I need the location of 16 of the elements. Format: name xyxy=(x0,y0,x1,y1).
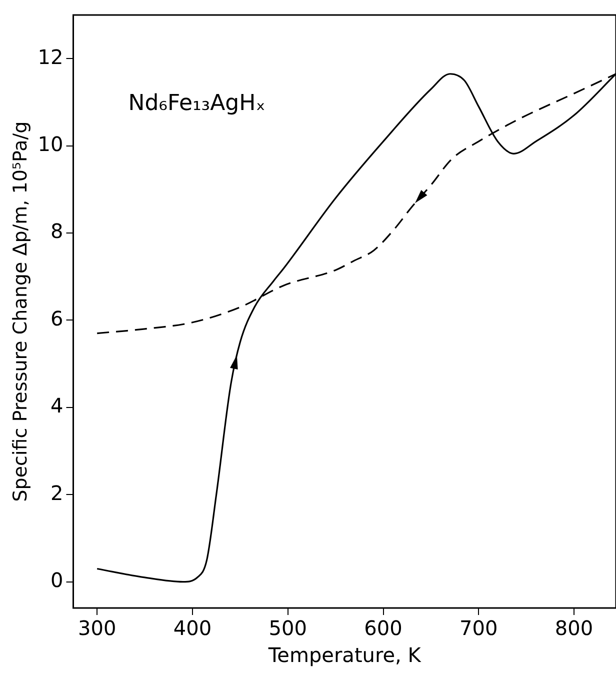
x-axis-title: Temperature, K xyxy=(267,643,422,668)
x-tick-label: 700 xyxy=(460,616,498,640)
y-tick-label: 12 xyxy=(38,44,64,69)
y-tick-label: 0 xyxy=(50,568,64,592)
y-tick-label: 4 xyxy=(50,394,64,418)
x-tick-label: 300 xyxy=(78,616,116,640)
y-axis-title: Specific Pressure Change Δp/m, 10⁵Pa/g xyxy=(9,121,32,502)
y-tick-label: 6 xyxy=(50,306,64,330)
x-tick-label: 600 xyxy=(364,616,402,640)
y-tick-label: 10 xyxy=(38,132,64,156)
x-tick-label: 800 xyxy=(554,616,594,640)
annotation: Nd₆Fe₁₃AgHₓ xyxy=(128,91,266,116)
x-tick-label: 400 xyxy=(173,616,212,640)
y-tick-label: 8 xyxy=(50,219,64,244)
y-tick-label: 2 xyxy=(50,480,64,505)
x-tick-label: 500 xyxy=(268,616,307,640)
